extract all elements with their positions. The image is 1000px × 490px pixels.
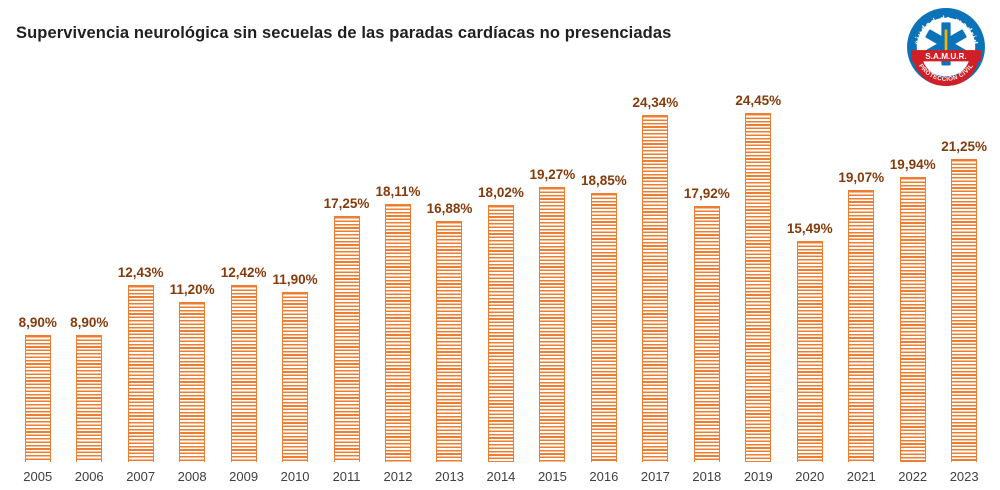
bar-value-label: 12,43% [117, 265, 164, 280]
bar-value-label: 19,27% [529, 167, 576, 182]
x-tick-label: 2013 [435, 469, 464, 484]
bar-value-label: 15,49% [786, 221, 833, 236]
x-tick-label: 2014 [486, 469, 516, 484]
bar [796, 241, 823, 462]
x-tick-label: 2008 [177, 469, 207, 484]
bar-column: 8,90% 2006 [63, 314, 114, 485]
bar-column: 19,27% 2015 [527, 166, 578, 485]
bar [848, 190, 875, 462]
bar [539, 187, 566, 462]
x-tick-label: 2010 [280, 469, 310, 484]
bar [24, 335, 51, 462]
bar-value-label: 18,11% [375, 184, 421, 199]
bar-column: 24,34% 2017 [630, 94, 681, 485]
x-tick-label: 2023 [949, 469, 979, 484]
bar-column: 16,88% 2013 [424, 200, 475, 485]
x-tick-label: 2005 [23, 469, 53, 484]
bar [127, 285, 154, 462]
bar-column: 17,25% 2011 [321, 195, 372, 485]
bar-value-label: 11,90% [272, 272, 318, 287]
bar-value-label: 19,94% [889, 157, 936, 172]
chart-title: Supervivencia neurológica sin secuelas d… [16, 24, 672, 42]
bar-column: 19,94% 2022 [887, 156, 938, 485]
bar [385, 204, 412, 462]
bar-column: 11,20% 2008 [166, 281, 217, 485]
x-tick-label: 2015 [537, 469, 567, 484]
bar-chart: 8,90% 2005 8,90% 2006 12,43% 2007 11,20% 2008 12… [12, 85, 990, 485]
rod-of-asclepius-icon [944, 29, 948, 59]
x-tick-label: 2006 [74, 469, 104, 484]
bar-column: 24,45% 2019 [733, 92, 784, 485]
bar [333, 216, 360, 462]
x-tick-label: 2020 [795, 469, 825, 484]
bar [436, 221, 463, 462]
bar-value-label: 24,34% [632, 95, 679, 110]
x-tick-label: 2007 [126, 469, 156, 484]
bar-value-label: 24,45% [735, 93, 782, 108]
bar-column: 12,43% 2007 [115, 264, 166, 485]
bar [745, 113, 772, 462]
x-tick-label: 2022 [898, 469, 928, 484]
samur-proteccion-civil-logo: ciudad de madrid S.A.M.U.R. PROTECCIÓN C… [907, 8, 985, 86]
bar-value-label: 17,92% [683, 186, 730, 201]
bar-value-label: 19,07% [838, 170, 885, 185]
x-tick-label: 2019 [743, 469, 773, 484]
bar-value-label: 11,20% [169, 282, 215, 297]
bottom-ribbon [912, 52, 980, 86]
bar-value-label: 12,42% [220, 265, 267, 280]
bar-column: 8,90% 2005 [12, 314, 63, 485]
bar-column: 17,92% 2018 [681, 185, 732, 485]
bar-column: 19,07% 2021 [836, 169, 887, 485]
samur-ribbon [911, 50, 981, 62]
x-tick-label: 2011 [332, 469, 361, 484]
bar [693, 206, 720, 462]
x-tick-label: 2021 [846, 469, 876, 484]
bar-value-label: 21,25% [941, 139, 988, 154]
x-tick-label: 2017 [640, 469, 670, 484]
bar [642, 115, 669, 462]
bar [590, 193, 617, 462]
x-tick-label: 2009 [229, 469, 259, 484]
bar [179, 302, 206, 462]
bar [76, 335, 103, 462]
bar-value-label: 18,02% [478, 185, 524, 200]
bar-column: 21,25% 2023 [938, 138, 989, 485]
x-tick-label: 2012 [383, 469, 413, 484]
x-tick-label: 2016 [589, 469, 619, 484]
bar [282, 292, 309, 462]
x-tick-label: 2018 [692, 469, 722, 484]
bar [951, 159, 978, 462]
bar-column: 18,11% 2012 [372, 183, 423, 485]
bar [899, 177, 926, 462]
bar-column: 15,49% 2020 [784, 220, 835, 485]
bar [487, 205, 514, 462]
bar-value-label: 18,85% [580, 173, 627, 188]
bar-value-label: 17,25% [323, 196, 370, 211]
bar-column: 18,85% 2016 [578, 172, 629, 485]
bar-column: 11,90% 2010 [269, 271, 320, 485]
bar-value-label: 8,90% [70, 315, 109, 330]
bar-value-label: 8,90% [18, 315, 57, 330]
bar-value-label: 16,88% [426, 201, 473, 216]
bar-column: 12,42% 2009 [218, 264, 269, 485]
bar-column: 18,02% 2014 [475, 184, 526, 485]
logo-samur-text: S.A.M.U.R. [925, 52, 966, 61]
bar [230, 285, 257, 462]
